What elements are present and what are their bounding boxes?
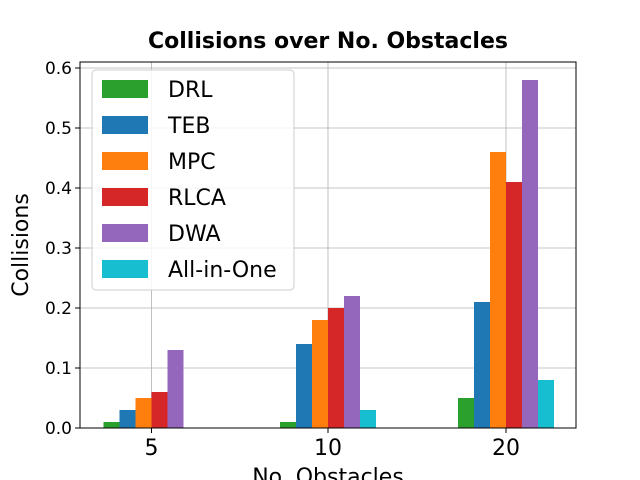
y-tick-label: 0.0: [45, 419, 72, 439]
legend-swatch: [102, 116, 148, 134]
bar-teb-10: [296, 344, 312, 428]
bar-rlca-5: [151, 392, 168, 428]
y-tick-label: 0.6: [45, 59, 72, 79]
y-tick-label: 0.5: [45, 119, 72, 139]
bars: [103, 80, 554, 428]
chart-title: Collisions over No. Obstacles: [148, 29, 508, 54]
legend-swatch: [102, 224, 148, 242]
bar-mpc-5: [135, 398, 152, 428]
bar-dwa-5: [167, 350, 184, 428]
bar-drl-5: [103, 422, 120, 428]
x-tick-label: 5: [145, 436, 159, 461]
x-axis-label: No. Obstacles: [252, 465, 404, 480]
bar-mpc-10: [312, 320, 328, 428]
legend-swatch: [102, 152, 148, 170]
x-tick-label: 10: [314, 436, 342, 461]
bar-all-in-one-10: [360, 410, 376, 428]
bar-teb-20: [474, 302, 490, 428]
legend-swatch: [102, 260, 148, 278]
legend-label: All-in-One: [168, 258, 277, 283]
legend-label: RLCA: [168, 186, 226, 211]
legend: DRL TEB MPC RLCA DWA All-in-One: [91, 69, 295, 291]
x-tick-label: 20: [492, 436, 520, 461]
bar-drl-20: [458, 398, 474, 428]
bar-dwa-10: [344, 296, 360, 428]
y-tick-label: 0.4: [45, 179, 72, 199]
legend-label: DRL: [168, 78, 213, 103]
y-tick-label: 0.3: [45, 239, 72, 259]
bar-teb-5: [119, 410, 136, 428]
legend-swatch: [102, 80, 148, 98]
y-tick-label: 0.1: [45, 359, 72, 379]
legend-box: [91, 69, 295, 291]
legend-swatch: [102, 188, 148, 206]
bar-rlca-20: [506, 182, 522, 428]
bar-mpc-20: [490, 152, 506, 428]
bar-rlca-10: [328, 308, 344, 428]
legend-label: MPC: [168, 150, 216, 175]
legend-label: DWA: [168, 222, 221, 247]
legend-label: TEB: [167, 114, 210, 139]
y-tick-label: 0.2: [45, 299, 72, 319]
y-axis-label: Collisions: [9, 193, 34, 297]
bar-drl-10: [280, 422, 296, 428]
axis-ticks: 0.0 0.1 0.2 0.3 0.4 0.5 0.6 5 10 20: [45, 59, 520, 461]
bar-all-in-one-20: [538, 380, 554, 428]
bar-dwa-20: [522, 80, 538, 428]
